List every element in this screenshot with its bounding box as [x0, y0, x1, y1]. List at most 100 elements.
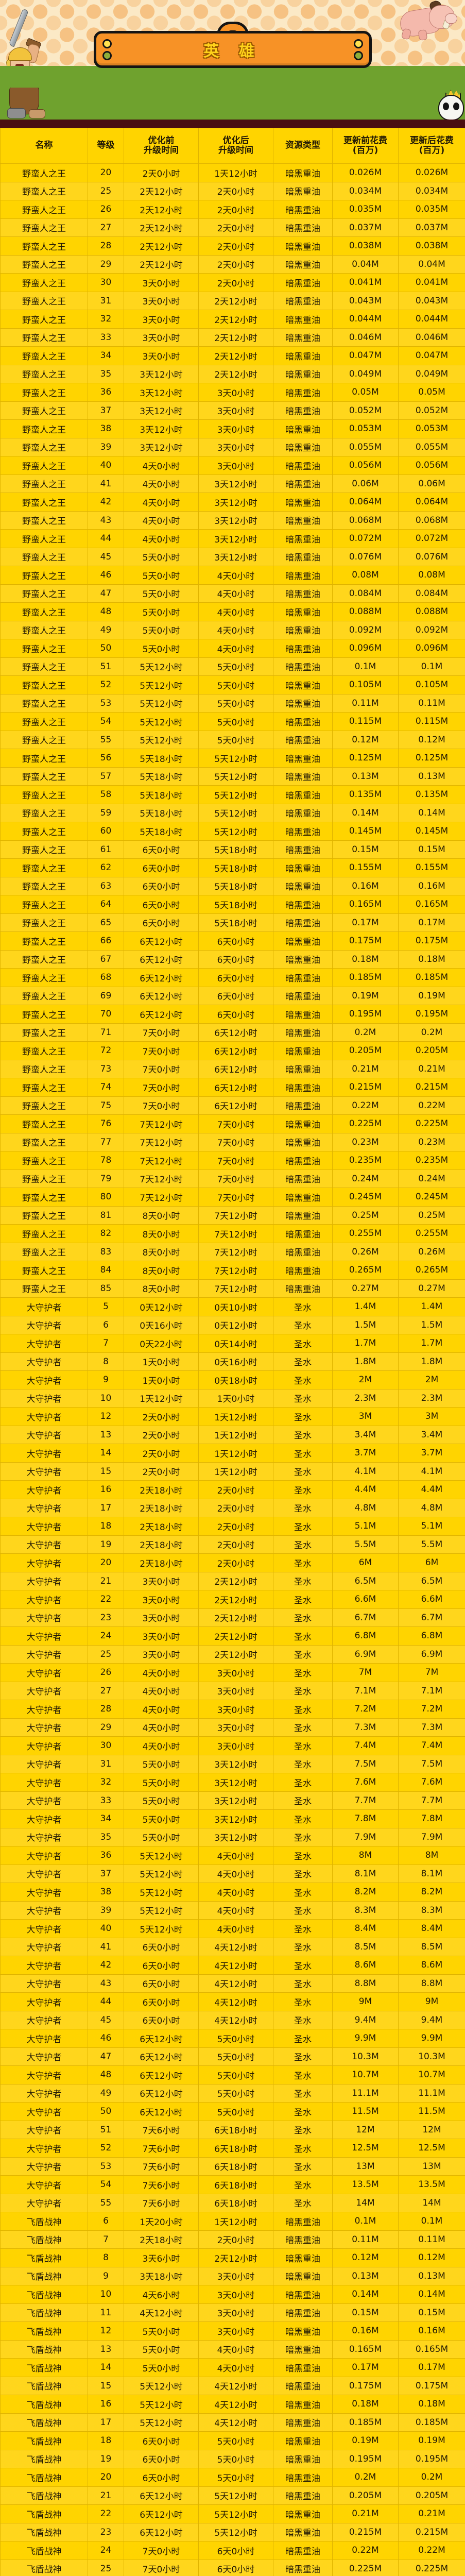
table-row[interactable]: 野蛮人之王 47 5天0小时 4天0小时 暗黑重油 0.084M 0.084M	[0, 584, 465, 603]
table-row[interactable]: 野蛮人之王 66 6天12小时 6天0小时 暗黑重油 0.175M 0.175M	[0, 931, 465, 951]
table-row[interactable]: 飞盾战神 20 6天0小时 5天0小时 暗黑重油 0.2M 0.2M	[0, 2468, 465, 2487]
table-row[interactable]: 大守护者 38 5天12小时 4天0小时 圣水 8.2M 8.2M	[0, 1883, 465, 1902]
table-row[interactable]: 野蛮人之王 58 5天18小时 5天12小时 暗黑重油 0.135M 0.135M	[0, 785, 465, 804]
table-row[interactable]: 飞盾战神 23 6天12小时 5天12小时 暗黑重油 0.215M 0.215M	[0, 2522, 465, 2541]
table-row[interactable]: 大守护者 33 5天0小时 3天12小时 圣水 7.7M 7.7M	[0, 1791, 465, 1810]
table-row[interactable]: 大守护者 42 6天0小时 4天12小时 圣水 8.6M 8.6M	[0, 1956, 465, 1975]
table-row[interactable]: 野蛮人之王 35 3天12小时 2天12小时 暗黑重油 0.049M 0.049M	[0, 364, 465, 383]
table-row[interactable]: 飞盾战神 24 7天0小时 6天0小时 暗黑重油 0.22M 0.22M	[0, 2541, 465, 2560]
table-row[interactable]: 大守护者 29 4天0小时 3天0小时 圣水 7.3M 7.3M	[0, 1718, 465, 1737]
table-row[interactable]: 大守护者 54 7天6小时 6天18小时 圣水 13.5M 13.5M	[0, 2175, 465, 2194]
table-row[interactable]: 野蛮人之王 74 7天0小时 6天12小时 暗黑重油 0.215M 0.215M	[0, 1078, 465, 1097]
table-row[interactable]: 野蛮人之王 76 7天12小时 7天0小时 暗黑重油 0.225M 0.225M	[0, 1114, 465, 1133]
table-row[interactable]: 大守护者 25 3天0小时 2天12小时 圣水 6.9M 6.9M	[0, 1645, 465, 1664]
table-row[interactable]: 野蛮人之王 37 3天12小时 3天0小时 暗黑重油 0.052M 0.052M	[0, 401, 465, 420]
table-row[interactable]: 飞盾战神 13 5天0小时 4天0小时 暗黑重油 0.165M 0.165M	[0, 2340, 465, 2359]
table-row[interactable]: 野蛮人之王 55 5天12小时 5天0小时 暗黑重油 0.12M 0.12M	[0, 730, 465, 749]
table-row[interactable]: 野蛮人之王 63 6天0小时 5天18小时 暗黑重油 0.16M 0.16M	[0, 876, 465, 895]
table-row[interactable]: 野蛮人之王 41 4天0小时 3天12小时 暗黑重油 0.06M 0.06M	[0, 474, 465, 493]
table-row[interactable]: 飞盾战神 15 5天12小时 4天12小时 暗黑重油 0.175M 0.175M	[0, 2376, 465, 2395]
table-row[interactable]: 大守护者 48 6天12小时 5天0小时 圣水 10.7M 10.7M	[0, 2065, 465, 2084]
table-row[interactable]: 飞盾战神 7 2天18小时 2天0小时 暗黑重油 0.11M 0.11M	[0, 2230, 465, 2249]
table-row[interactable]: 大守护者 13 2天0小时 1天12小时 圣水 3.4M 3.4M	[0, 1425, 465, 1444]
column-header-time_new[interactable]: 优化后 升级时间	[198, 128, 273, 164]
table-row[interactable]: 大守护者 51 7天6小时 6天18小时 圣水 12M 12M	[0, 2120, 465, 2139]
table-row[interactable]: 大守护者 53 7天6小时 6天18小时 圣水 13M 13M	[0, 2157, 465, 2176]
table-row[interactable]: 野蛮人之王 44 4天0小时 3天12小时 暗黑重油 0.072M 0.072M	[0, 529, 465, 548]
table-row[interactable]: 大守护者 10 1天12小时 1天0小时 圣水 2.3M 2.3M	[0, 1388, 465, 1408]
table-row[interactable]: 大守护者 39 5天12小时 4天0小时 圣水 8.3M 8.3M	[0, 1901, 465, 1920]
table-row[interactable]: 大守护者 26 4天0小时 3天0小时 圣水 7M 7M	[0, 1663, 465, 1682]
column-header-time_old[interactable]: 优化前 升级时间	[124, 128, 199, 164]
table-row[interactable]: 野蛮人之王 68 6天12小时 6天0小时 暗黑重油 0.185M 0.185M	[0, 968, 465, 987]
table-row[interactable]: 野蛮人之王 25 2天12小时 2天0小时 暗黑重油 0.034M 0.034M	[0, 181, 465, 200]
table-row[interactable]: 野蛮人之王 70 6天12小时 6天0小时 暗黑重油 0.195M 0.195M	[0, 1005, 465, 1024]
table-row[interactable]: 大守护者 55 7天6小时 6天18小时 圣水 14M 14M	[0, 2193, 465, 2212]
table-row[interactable]: 大守护者 43 6天0小时 4天12小时 圣水 8.8M 8.8M	[0, 1974, 465, 1993]
table-row[interactable]: 野蛮人之王 65 6天0小时 5天18小时 暗黑重油 0.17M 0.17M	[0, 913, 465, 932]
table-row[interactable]: 野蛮人之王 53 5天12小时 5天0小时 暗黑重油 0.11M 0.11M	[0, 693, 465, 713]
table-row[interactable]: 飞盾战神 17 5天12小时 4天12小时 暗黑重油 0.185M 0.185M	[0, 2413, 465, 2432]
table-row[interactable]: 大守护者 6 0天16小时 0天12小时 圣水 1.5M 1.5M	[0, 1315, 465, 1334]
table-row[interactable]: 大守护者 46 6天12小时 5天0小时 圣水 9.9M 9.9M	[0, 2029, 465, 2048]
table-row[interactable]: 野蛮人之王 20 2天0小时 1天12小时 暗黑重油 0.026M 0.026M	[0, 163, 465, 182]
table-row[interactable]: 野蛮人之王 67 6天12小时 6天0小时 暗黑重油 0.18M 0.18M	[0, 950, 465, 969]
table-row[interactable]: 野蛮人之王 30 3天0小时 2天0小时 暗黑重油 0.041M 0.041M	[0, 273, 465, 292]
table-row[interactable]: 大守护者 14 2天0小时 1天12小时 圣水 3.7M 3.7M	[0, 1444, 465, 1463]
table-row[interactable]: 野蛮人之王 77 7天12小时 7天0小时 暗黑重油 0.23M 0.23M	[0, 1132, 465, 1151]
table-row[interactable]: 大守护者 15 2天0小时 1天12小时 圣水 4.1M 4.1M	[0, 1462, 465, 1481]
table-row[interactable]: 野蛮人之王 50 5天0小时 4天0小时 暗黑重油 0.096M 0.096M	[0, 639, 465, 658]
table-row[interactable]: 大守护者 9 1天0小时 0天18小时 圣水 2M 2M	[0, 1370, 465, 1389]
table-row[interactable]: 飞盾战神 6 1天20小时 1天12小时 暗黑重油 0.1M 0.1M	[0, 2212, 465, 2231]
table-row[interactable]: 大守护者 27 4天0小时 3天0小时 圣水 7.1M 7.1M	[0, 1681, 465, 1700]
table-row[interactable]: 野蛮人之王 54 5天12小时 5天0小时 暗黑重油 0.115M 0.115M	[0, 712, 465, 731]
table-row[interactable]: 大守护者 47 6天12小时 5天0小时 圣水 10.3M 10.3M	[0, 2047, 465, 2066]
table-row[interactable]: 大守护者 17 2天18小时 2天0小时 圣水 4.8M 4.8M	[0, 1498, 465, 1517]
table-row[interactable]: 野蛮人之王 82 8天0小时 7天12小时 暗黑重油 0.255M 0.255M	[0, 1224, 465, 1243]
table-row[interactable]: 大守护者 19 2天18小时 2天0小时 圣水 5.5M 5.5M	[0, 1535, 465, 1554]
table-row[interactable]: 大守护者 7 0天22小时 0天14小时 圣水 1.7M 1.7M	[0, 1334, 465, 1353]
table-row[interactable]: 野蛮人之王 43 4天0小时 3天12小时 暗黑重油 0.068M 0.068M	[0, 511, 465, 530]
table-row[interactable]: 野蛮人之王 78 7天12小时 7天0小时 暗黑重油 0.235M 0.235M	[0, 1151, 465, 1170]
table-row[interactable]: 野蛮人之王 36 3天12小时 3天0小时 暗黑重油 0.05M 0.05M	[0, 383, 465, 402]
table-row[interactable]: 野蛮人之王 69 6天12小时 6天0小时 暗黑重油 0.19M 0.19M	[0, 986, 465, 1005]
table-row[interactable]: 野蛮人之王 52 5天12小时 5天0小时 暗黑重油 0.105M 0.105M	[0, 675, 465, 694]
table-row[interactable]: 飞盾战神 10 4天6小时 3天0小时 暗黑重油 0.14M 0.14M	[0, 2285, 465, 2304]
table-row[interactable]: 大守护者 36 5天12小时 4天0小时 圣水 8M 8M	[0, 1846, 465, 1865]
table-row[interactable]: 野蛮人之王 28 2天12小时 2天0小时 暗黑重油 0.038M 0.038M	[0, 236, 465, 256]
table-row[interactable]: 大守护者 37 5天12小时 4天0小时 圣水 8.1M 8.1M	[0, 1864, 465, 1883]
table-row[interactable]: 飞盾战神 12 5天0小时 3天0小时 暗黑重油 0.16M 0.16M	[0, 2321, 465, 2341]
table-row[interactable]: 野蛮人之王 61 6天0小时 5天18小时 暗黑重油 0.15M 0.15M	[0, 840, 465, 859]
table-row[interactable]: 野蛮人之王 80 7天12小时 7天0小时 暗黑重油 0.245M 0.245M	[0, 1188, 465, 1207]
table-row[interactable]: 大守护者 20 2天18小时 2天0小时 圣水 6M 6M	[0, 1553, 465, 1572]
table-row[interactable]: 大守护者 44 6天0小时 4天12小时 圣水 9M 9M	[0, 1992, 465, 2011]
table-row[interactable]: 大守护者 40 5天12小时 4天0小时 圣水 8.4M 8.4M	[0, 1919, 465, 1938]
table-row[interactable]: 野蛮人之王 60 5天18小时 5天12小时 暗黑重油 0.145M 0.145M	[0, 822, 465, 841]
table-row[interactable]: 野蛮人之王 38 3天12小时 3天0小时 暗黑重油 0.053M 0.053M	[0, 419, 465, 438]
table-row[interactable]: 野蛮人之王 85 8天0小时 7天12小时 暗黑重油 0.27M 0.27M	[0, 1279, 465, 1298]
table-row[interactable]: 大守护者 12 2天0小时 1天12小时 圣水 3M 3M	[0, 1407, 465, 1426]
table-row[interactable]: 大守护者 32 5天0小时 3天12小时 圣水 7.6M 7.6M	[0, 1773, 465, 1792]
table-row[interactable]: 大守护者 28 4天0小时 3天0小时 圣水 7.2M 7.2M	[0, 1700, 465, 1719]
table-row[interactable]: 野蛮人之王 84 8天0小时 7天12小时 暗黑重油 0.265M 0.265M	[0, 1261, 465, 1280]
table-row[interactable]: 飞盾战神 19 6天0小时 5天0小时 暗黑重油 0.195M 0.195M	[0, 2449, 465, 2468]
table-row[interactable]: 野蛮人之王 59 5天18小时 5天12小时 暗黑重油 0.14M 0.14M	[0, 803, 465, 822]
table-row[interactable]: 野蛮人之王 71 7天0小时 6天12小时 暗黑重油 0.2M 0.2M	[0, 1023, 465, 1042]
table-row[interactable]: 飞盾战神 8 3天6小时 2天12小时 暗黑重油 0.12M 0.12M	[0, 2248, 465, 2267]
table-row[interactable]: 大守护者 45 6天0小时 4天12小时 圣水 9.4M 9.4M	[0, 2010, 465, 2029]
table-row[interactable]: 飞盾战神 18 6天0小时 5天0小时 暗黑重油 0.19M 0.19M	[0, 2431, 465, 2450]
table-row[interactable]: 野蛮人之王 26 2天12小时 2天0小时 暗黑重油 0.035M 0.035M	[0, 200, 465, 219]
table-row[interactable]: 野蛮人之王 40 4天0小时 3天0小时 暗黑重油 0.056M 0.056M	[0, 456, 465, 475]
table-row[interactable]: 大守护者 24 3天0小时 2天12小时 圣水 6.8M 6.8M	[0, 1626, 465, 1646]
table-row[interactable]: 大守护者 16 2天18小时 2天0小时 圣水 4.4M 4.4M	[0, 1480, 465, 1499]
table-row[interactable]: 大守护者 49 6天12小时 5天0小时 圣水 11.1M 11.1M	[0, 2083, 465, 2103]
table-row[interactable]: 大守护者 34 5天0小时 3天12小时 圣水 7.8M 7.8M	[0, 1809, 465, 1828]
table-row[interactable]: 野蛮人之王 45 5天0小时 3天12小时 暗黑重油 0.076M 0.076M	[0, 547, 465, 566]
table-row[interactable]: 野蛮人之王 42 4天0小时 3天12小时 暗黑重油 0.064M 0.064M	[0, 493, 465, 512]
column-header-cost_old[interactable]: 更新前花费 (百万)	[332, 128, 399, 164]
table-row[interactable]: 野蛮人之王 48 5天0小时 4天0小时 暗黑重油 0.088M 0.088M	[0, 602, 465, 621]
table-row[interactable]: 野蛮人之王 64 6天0小时 5天18小时 暗黑重油 0.165M 0.165M	[0, 895, 465, 914]
table-row[interactable]: 大守护者 18 2天18小时 2天0小时 圣水 5.1M 5.1M	[0, 1517, 465, 1536]
table-row[interactable]: 飞盾战神 16 5天12小时 4天12小时 暗黑重油 0.18M 0.18M	[0, 2395, 465, 2414]
table-row[interactable]: 大守护者 31 5天0小时 3天12小时 圣水 7.5M 7.5M	[0, 1754, 465, 1773]
